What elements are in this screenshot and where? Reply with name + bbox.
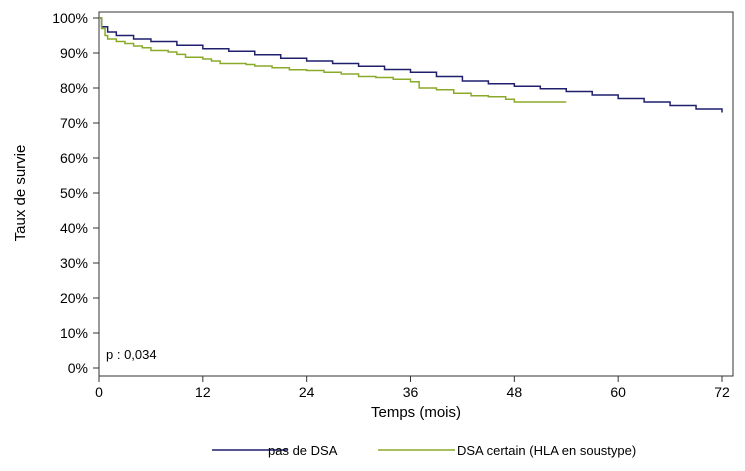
y-tick-label: 80% (60, 80, 88, 96)
series-line-0 (99, 17, 723, 113)
x-tick-label: 48 (507, 384, 523, 400)
legend-label: DSA certain (HLA en soustype) (457, 443, 636, 458)
y-tick-label: 0% (68, 360, 88, 376)
plot-frame (98, 11, 734, 377)
y-tick-label: 10% (60, 325, 88, 341)
x-tick-label: 60 (610, 384, 626, 400)
series-line-1 (99, 17, 567, 103)
x-tick-label: 36 (403, 384, 419, 400)
y-tick-label: 30% (60, 255, 88, 271)
x-tick-label: 12 (195, 384, 211, 400)
y-tick-label: 90% (60, 45, 88, 61)
x-axis-label: Temps (mois) (371, 404, 461, 421)
y-tick-label: 40% (60, 220, 88, 236)
legend-label: pas de DSA (268, 443, 338, 458)
y-tick-label: 50% (60, 185, 88, 201)
y-tick-label: 70% (60, 115, 88, 131)
y-tick-label: 20% (60, 290, 88, 306)
y-tick-label: 100% (52, 10, 88, 26)
x-tick-label: 24 (299, 384, 315, 400)
legend: pas de DSA DSA certain (HLA en soustype) (212, 443, 636, 458)
y-tick-label: 60% (60, 150, 88, 166)
p-value-annotation: p : 0,034 (106, 347, 157, 362)
x-tick-label: 72 (714, 384, 730, 400)
y-axis-label: Taux de survie (12, 145, 29, 242)
x-tick-label: 0 (95, 384, 103, 400)
